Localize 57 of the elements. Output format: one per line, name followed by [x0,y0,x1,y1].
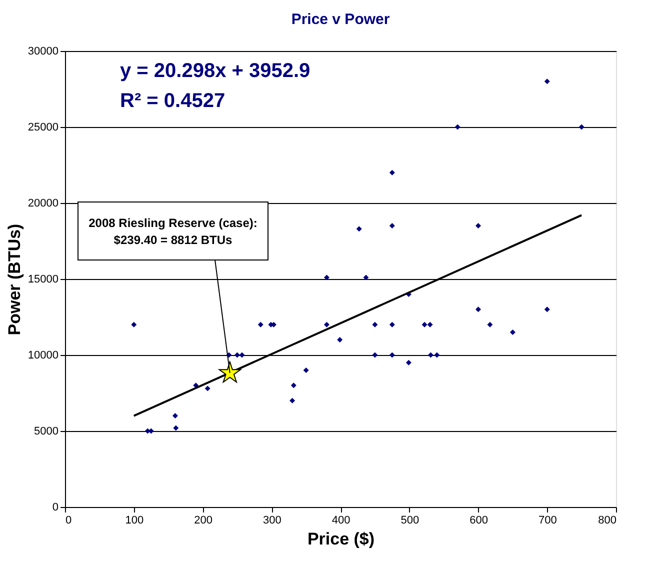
point [422,322,428,328]
y-tick-label: 5000 [34,426,58,438]
point [239,352,245,358]
point [406,360,412,366]
point [389,170,395,176]
chart-title: Price v Power [291,11,390,28]
point [476,306,481,312]
y-tick-label: 15000 [28,274,58,286]
point [218,361,242,383]
point [258,322,264,328]
x-tick-label: 100 [125,514,144,526]
point [544,78,550,84]
point [290,398,296,404]
point [234,352,240,358]
point [389,322,395,328]
annotation: y = 20.298x + 3952.9 [120,60,310,82]
annotation: R² = 0.4527 [120,90,226,112]
point [578,124,584,130]
point [476,223,481,229]
x-tick-label: 200 [194,514,212,526]
point [372,322,378,328]
y-tick-label: 30000 [28,46,58,58]
y-tick-label: 0 [52,502,58,514]
point [372,352,378,358]
point [428,352,434,358]
point [389,223,395,229]
point [434,352,440,358]
annotation: 2008 Riesling Reserve (case): $239.40 = 8812 BTUs [88,216,258,247]
y-axis-title: Power (BTUs) [4,224,24,336]
point [487,322,493,328]
point [172,413,178,419]
x-tick-label: 300 [262,514,282,526]
point [324,274,330,280]
point [454,124,460,130]
point [356,226,362,232]
point [131,322,137,328]
x-tick-label: 800 [598,514,616,526]
point [324,322,330,328]
x-tick-label: 400 [332,514,350,526]
point [544,306,550,312]
point [204,386,210,392]
y-tick-label: 25000 [28,122,58,134]
y-tick-label: 20000 [28,198,58,210]
point [337,337,343,343]
x-tick-label: 0 [66,514,72,526]
point [427,322,433,328]
x-tick-label: 700 [538,514,557,526]
point [363,274,369,280]
x-tick-label: 600 [470,514,488,526]
point [290,382,296,388]
point [510,329,516,335]
point [303,367,309,373]
point [173,425,179,431]
x-tick-label: 500 [400,514,420,526]
y-tick-label: 10000 [28,350,58,362]
x-axis-title: Price ($) [307,530,375,548]
point [389,352,395,358]
